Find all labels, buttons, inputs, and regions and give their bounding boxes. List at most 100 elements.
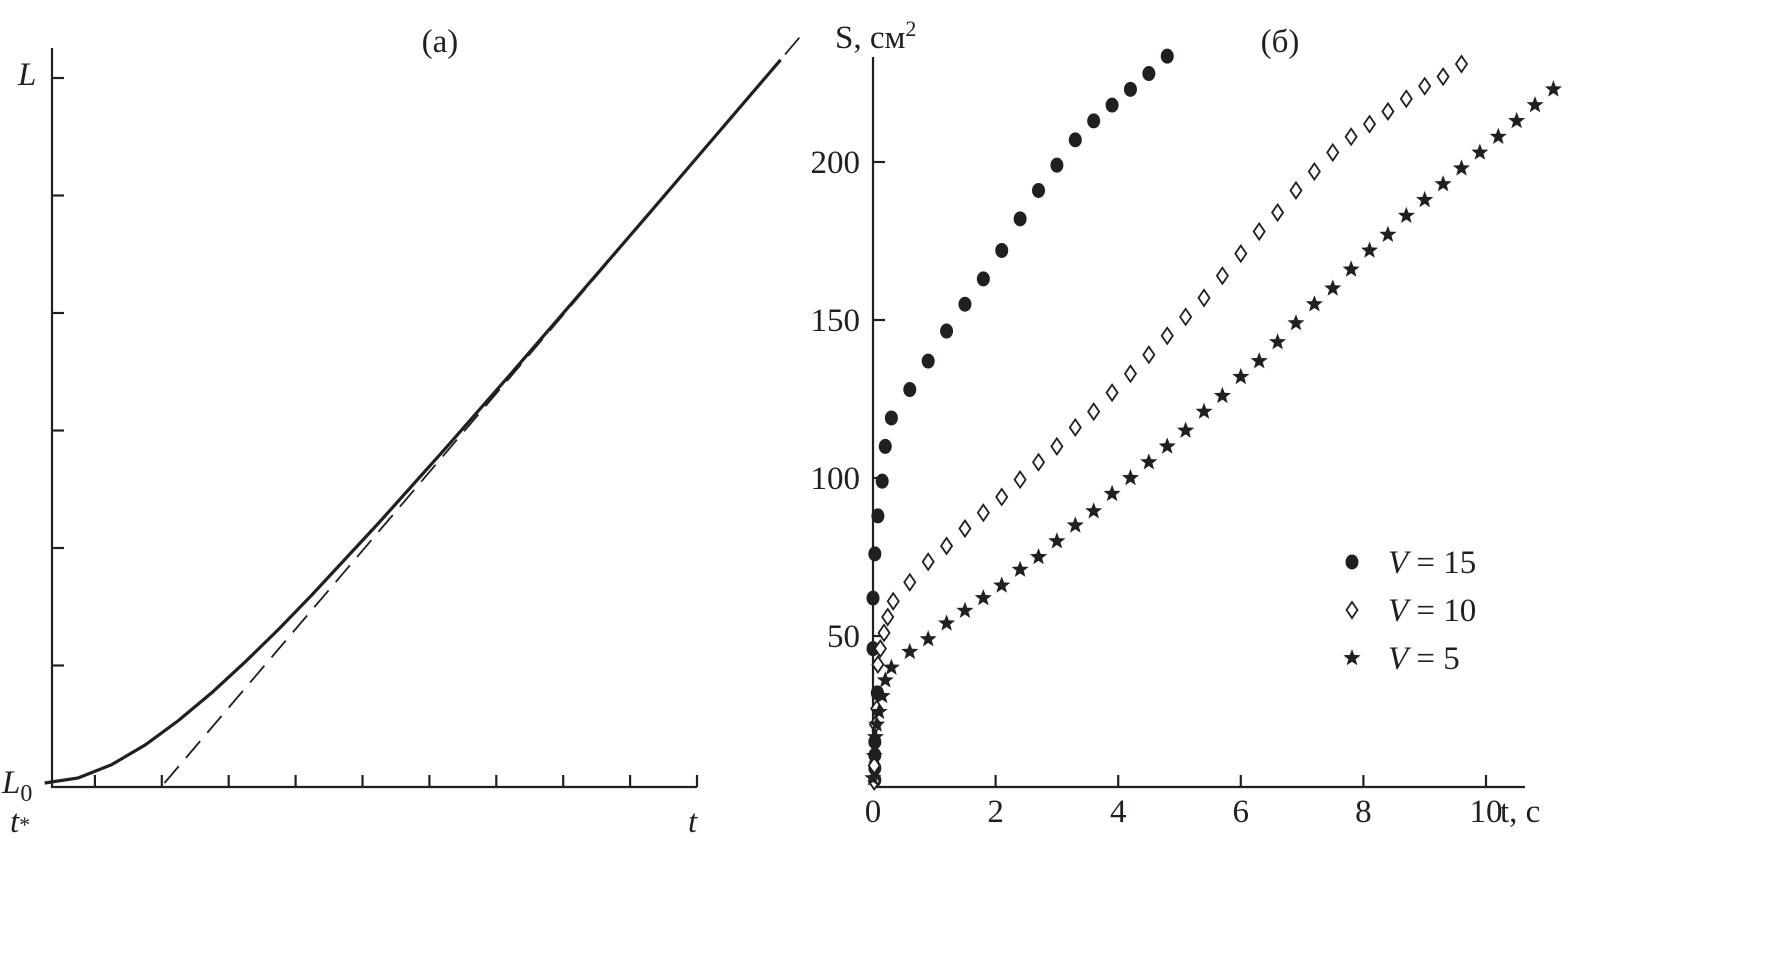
point-star — [1471, 143, 1489, 160]
point-circle — [976, 271, 990, 287]
point-star — [993, 576, 1011, 593]
point-diamond — [1344, 127, 1358, 147]
point-star — [1287, 314, 1305, 331]
point-circle — [1087, 113, 1101, 129]
l0-sub: 0 — [20, 781, 32, 807]
point-star — [1489, 127, 1507, 144]
panel-a: (а) L L0 t* t — [1, 24, 801, 840]
point-circle — [921, 353, 935, 369]
point-star — [864, 769, 882, 786]
point-diamond — [871, 654, 885, 675]
x-tick-label: 6 — [1233, 794, 1250, 830]
point-star — [1232, 367, 1250, 385]
x-tick-label: 0 — [865, 794, 882, 830]
point-diamond — [1270, 202, 1285, 223]
legend-value: = 5 — [1408, 641, 1460, 677]
x-tick-label: 10 — [1470, 794, 1503, 830]
point-circle — [995, 242, 1009, 258]
legend-value: = 10 — [1408, 593, 1476, 629]
point-star — [938, 614, 956, 631]
point-diamond — [1362, 114, 1377, 134]
point-star — [1030, 548, 1048, 565]
point-star — [1066, 516, 1084, 533]
point-star — [1397, 206, 1415, 223]
point-diamond — [1252, 221, 1266, 242]
point-star — [882, 658, 900, 675]
point-diamond — [1142, 345, 1156, 365]
y-tick-label: 200 — [811, 145, 861, 181]
point-diamond — [873, 639, 887, 659]
point-star — [1195, 402, 1213, 419]
panel-a-xlabel: t — [688, 804, 698, 840]
legend-label: V = 10 — [1388, 593, 1476, 629]
point-star — [1213, 386, 1231, 404]
point-diamond — [1179, 307, 1193, 327]
point-star — [974, 589, 992, 606]
point-diamond — [1345, 600, 1359, 620]
point-star — [1158, 437, 1176, 454]
tstar-sub: * — [19, 812, 30, 837]
point-diamond — [1160, 326, 1174, 346]
point-circle — [1050, 157, 1064, 173]
legend-value: = 15 — [1408, 545, 1476, 581]
point-circle — [1123, 81, 1137, 97]
point-star — [1140, 453, 1158, 470]
point-star — [1305, 295, 1323, 312]
point-circle — [878, 438, 892, 454]
legend-label: V = 15 — [1388, 545, 1476, 581]
point-circle — [1032, 182, 1046, 198]
series-open-diamond — [867, 54, 1469, 791]
panel-a-x-start-label: t* — [10, 804, 30, 840]
legend-label: V = 5 — [1388, 641, 1460, 677]
point-circle — [875, 473, 889, 489]
point-circle — [866, 641, 880, 657]
point-star — [865, 747, 883, 764]
legend-var: V — [1388, 545, 1412, 581]
point-diamond — [881, 607, 895, 627]
panel-a-ylabel: L — [17, 57, 36, 93]
point-star — [901, 642, 919, 660]
point-diamond — [1068, 417, 1082, 438]
point-circle — [903, 382, 917, 398]
point-circle — [866, 590, 880, 606]
y-tick-label: 50 — [827, 619, 860, 655]
point-diamond — [877, 623, 891, 643]
point-star — [873, 687, 891, 704]
point-star — [1085, 502, 1103, 519]
panel-a-y-start-label: L0 — [1, 765, 32, 807]
point-circle — [1142, 66, 1156, 82]
point-star — [1121, 469, 1139, 486]
legend-item: V = 15 — [1345, 545, 1476, 581]
point-diamond — [976, 503, 990, 523]
point-star — [1103, 484, 1121, 502]
panel-b-label: (б) — [1261, 24, 1300, 60]
point-circle — [1160, 48, 1174, 64]
x-tick-label: 8 — [1355, 794, 1372, 830]
y-tick-label: 150 — [811, 303, 861, 339]
series-filled-star — [864, 80, 1562, 786]
legend-item: V = 10 — [1345, 593, 1476, 629]
point-diamond — [1123, 364, 1138, 384]
point-star — [1269, 333, 1287, 350]
point-diamond — [1197, 288, 1211, 308]
panel-b-ylabel: S, см — [835, 20, 906, 56]
legend-var: V — [1388, 593, 1412, 629]
point-diamond — [1031, 452, 1046, 472]
point-circle — [1345, 554, 1359, 570]
point-diamond — [1454, 54, 1469, 74]
point-diamond — [886, 591, 900, 611]
point-diamond — [1289, 180, 1303, 201]
point-star — [1011, 560, 1029, 577]
x-tick-label: 4 — [1110, 794, 1127, 830]
point-star — [1324, 279, 1342, 296]
point-circle — [884, 410, 898, 426]
point-star — [1379, 225, 1397, 242]
legend-var: V — [1388, 641, 1412, 677]
panel-a-label: (а) — [422, 24, 459, 60]
panel-b-ylabel-sup: 2 — [905, 16, 916, 41]
point-star — [1434, 175, 1452, 192]
point-star — [956, 601, 974, 618]
point-circle — [940, 323, 954, 339]
point-star — [870, 702, 888, 720]
